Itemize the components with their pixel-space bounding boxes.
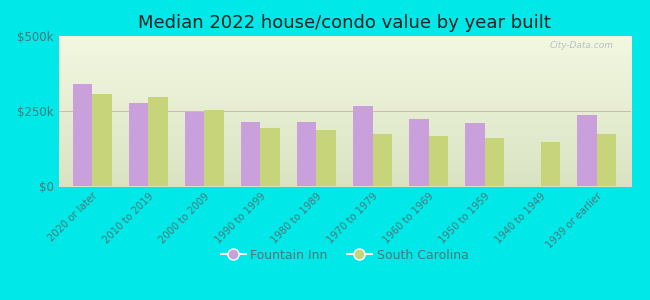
Bar — [409, 118, 428, 186]
Bar — [297, 122, 317, 186]
Bar — [353, 106, 372, 186]
Bar — [148, 97, 168, 186]
Bar — [204, 110, 224, 186]
Bar — [597, 134, 616, 186]
Bar — [428, 136, 448, 186]
Bar — [465, 123, 485, 186]
Bar — [372, 134, 392, 186]
Bar — [409, 118, 428, 186]
Bar — [240, 122, 261, 186]
Text: City-Data.com: City-Data.com — [549, 40, 614, 50]
Bar — [317, 130, 336, 186]
Bar — [185, 112, 204, 186]
Bar — [465, 123, 485, 186]
Bar — [129, 103, 148, 186]
Bar — [297, 122, 317, 186]
Bar — [485, 138, 504, 186]
Bar — [185, 112, 204, 186]
Bar — [577, 115, 597, 186]
Bar — [372, 134, 392, 186]
Bar — [129, 103, 148, 186]
Bar — [240, 122, 261, 186]
Legend: Fountain Inn, South Carolina: Fountain Inn, South Carolina — [216, 244, 473, 267]
Title: Median 2022 house/condo value by year built: Median 2022 house/condo value by year bu… — [138, 14, 551, 32]
Bar — [317, 130, 336, 186]
Bar — [148, 97, 168, 186]
Bar — [261, 128, 280, 186]
Bar — [92, 94, 112, 186]
Bar — [204, 110, 224, 186]
Bar — [428, 136, 448, 186]
Bar — [92, 94, 112, 186]
Bar — [541, 142, 560, 186]
Bar — [73, 84, 92, 186]
Bar — [353, 106, 372, 186]
Bar — [597, 134, 616, 186]
Bar — [577, 115, 597, 186]
Bar — [485, 138, 504, 186]
Bar — [73, 84, 92, 186]
Bar — [261, 128, 280, 186]
Bar — [541, 142, 560, 186]
